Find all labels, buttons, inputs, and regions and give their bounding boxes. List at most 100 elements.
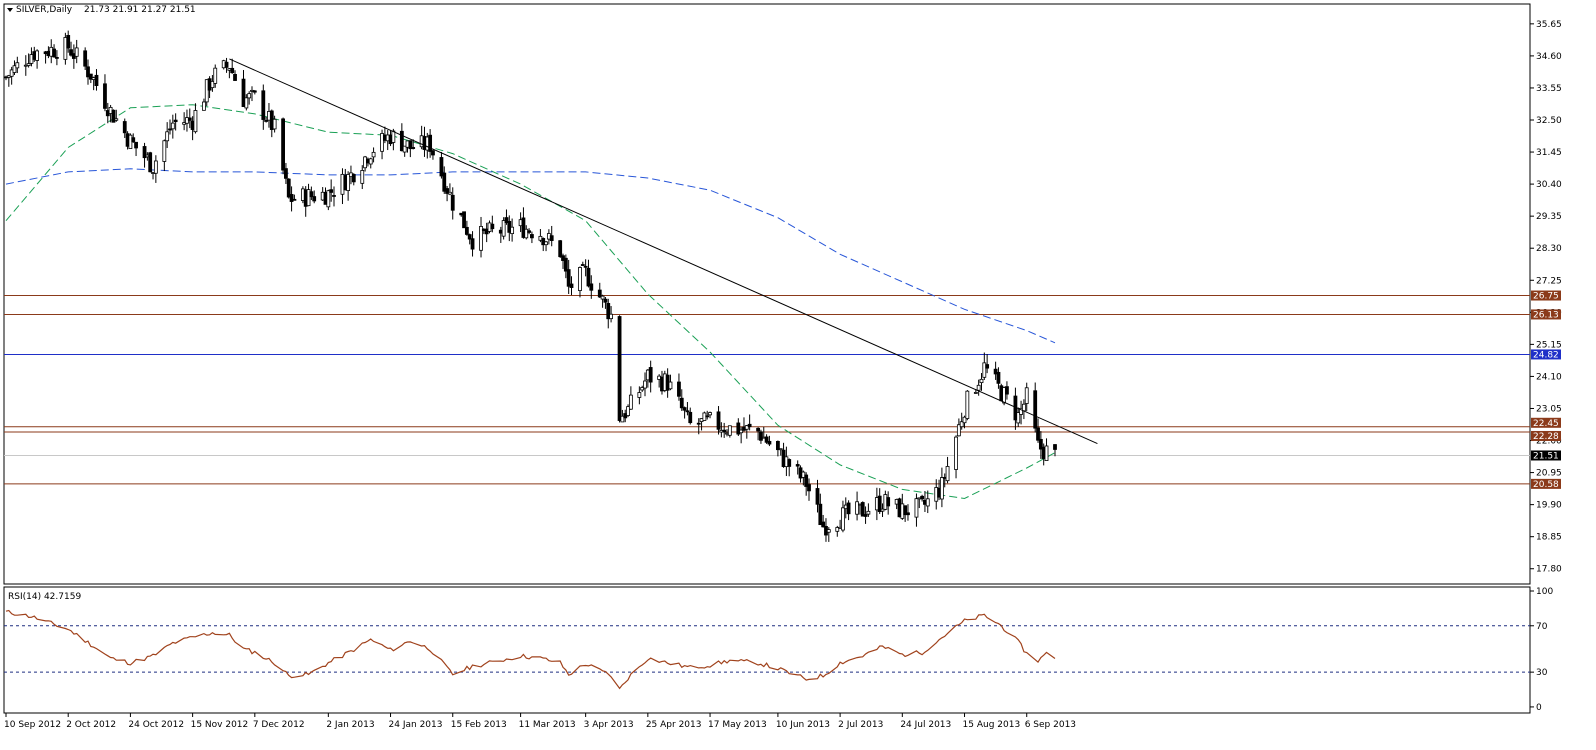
candle-body [696,422,701,425]
candle-body [332,195,336,197]
price-tick-label: 23.05 [1536,404,1562,414]
price-tick-label: 34.60 [1536,52,1562,62]
candle-body [637,392,642,398]
candle-body [292,198,297,201]
candle-body [524,228,529,239]
candle-body [982,362,987,378]
date-tick-label: 15 Aug 2013 [963,720,1021,730]
candle-body [193,110,198,133]
candle-body [586,267,591,287]
candle-body [54,56,59,59]
candle-body [1038,438,1043,450]
candle-body [708,412,712,416]
candle-body [187,117,192,121]
candle-body [35,50,40,61]
candle-body [312,196,317,202]
candle-body [462,211,466,229]
price-tick-label: 29.35 [1536,212,1562,222]
candle-body [1002,387,1007,404]
date-tick-label: 10 Sep 2012 [4,720,61,730]
rsi-tick-label: 70 [1536,622,1548,632]
candle-body [252,90,257,93]
candle-body [479,225,483,251]
candle-body [716,411,721,430]
candle-body [1019,407,1023,415]
candle-body [1044,445,1049,461]
candle-body [168,128,172,131]
dropdown-triangle-icon[interactable] [7,8,13,12]
price-tick-label: 33.55 [1536,84,1562,94]
date-tick-label: 15 Nov 2012 [191,720,249,730]
candle-body [306,189,311,207]
candle-body [450,194,455,211]
price-tick-label: 20.95 [1536,469,1562,479]
candle-body [846,502,851,515]
candle-body [815,488,820,505]
date-tick-label: 2 Jan 2013 [326,720,374,730]
candle-body [408,140,413,150]
candle-body [835,527,840,532]
candle-body [69,49,73,56]
candle-body [134,141,138,149]
date-tick-label: 17 May 2013 [708,720,767,730]
date-tick-label: 15 Feb 2013 [451,720,507,730]
candle-body [606,303,611,320]
candle-body [736,422,741,435]
candle-body [778,448,783,451]
candle-body [111,109,116,123]
candle-body [956,424,961,437]
candle-body [241,78,246,107]
candle-body [88,73,93,80]
candle-body [165,131,170,142]
date-tick-label: 25 Apr 2013 [646,720,702,730]
candle-body [903,505,908,516]
candle-body [402,145,407,153]
candle-body [679,397,684,409]
candle-body [747,423,752,428]
level-price-tag [1531,309,1561,320]
candle-body [973,392,978,394]
candle-body [530,234,534,239]
candle-body [490,223,495,230]
date-tick-label: 3 Apr 2013 [584,720,634,730]
candle-body [866,510,871,515]
level-price-tag [1531,290,1561,301]
price-panel-frame [3,3,1531,585]
candle-body [795,464,800,467]
candle-body [202,101,206,111]
candle-body [914,498,919,518]
candle-body [976,384,981,391]
candle-body [886,497,891,507]
candle-body [411,147,416,149]
candle-body [439,157,444,177]
candle-body [643,380,647,389]
candle-body [569,283,574,288]
candle-body [993,368,998,375]
candle-body [309,191,314,198]
symbol-label: SILVER,Daily [16,5,73,15]
candlestick-series [4,30,1057,542]
candle-body [996,371,1001,384]
date-tick-label: 2 Oct 2012 [66,720,116,730]
candle-body [1053,444,1057,450]
candle-body [391,130,396,143]
candle-body [954,436,958,470]
candle-body [368,158,373,165]
candle-body [727,425,732,436]
candle-body [863,514,868,517]
candle-body [818,503,823,526]
candle-body [940,477,944,500]
candle-body [153,160,158,174]
rsi-indicator-group: 100 70 30 0 [4,587,1553,713]
candle-body [597,289,602,298]
price-tick-label: 31.45 [1536,148,1562,158]
candle-body [329,189,334,193]
candle-body [213,67,218,84]
candle-body [804,474,809,487]
candle-body [677,381,681,397]
price-tick-label: 25.15 [1536,340,1562,350]
candle-body [855,501,859,515]
